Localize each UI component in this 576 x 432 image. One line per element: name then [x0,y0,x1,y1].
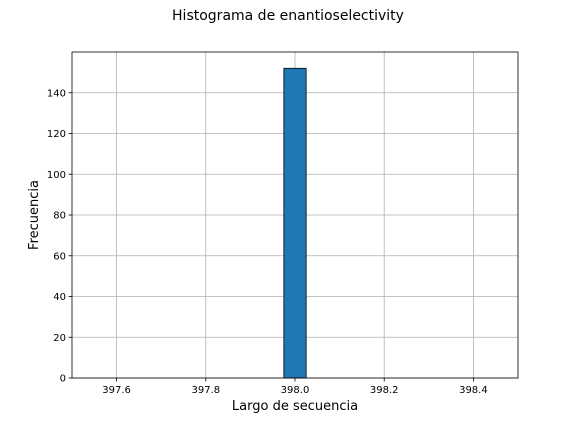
y-tick-label: 140 [47,88,66,99]
bars [283,67,307,379]
histogram-bar [283,67,307,379]
x-tick-label: 398.4 [459,385,488,396]
y-axis-label: Frecuencia [27,180,42,250]
x-axis-ticks: 397.6 397.8 398.0 398.2 398.4 [102,378,488,396]
y-tick-label: 0 [60,374,66,385]
x-axis-label: Largo de secuencia [232,399,358,414]
x-tick-label: 397.8 [191,385,220,396]
y-axis-ticks: 0 20 40 60 80 100 120 140 [47,88,72,385]
x-tick-label: 398.0 [281,385,310,396]
y-tick-label: 100 [47,170,66,181]
y-tick-label: 40 [53,292,66,303]
y-tick-label: 60 [53,251,66,262]
x-tick-label: 397.6 [102,385,131,396]
y-tick-label: 80 [53,211,66,222]
y-tick-label: 20 [53,333,66,344]
y-tick-label: 120 [47,129,66,140]
x-tick-label: 398.2 [370,385,399,396]
chart-title: Histograma de enantioselectivity [172,8,404,24]
